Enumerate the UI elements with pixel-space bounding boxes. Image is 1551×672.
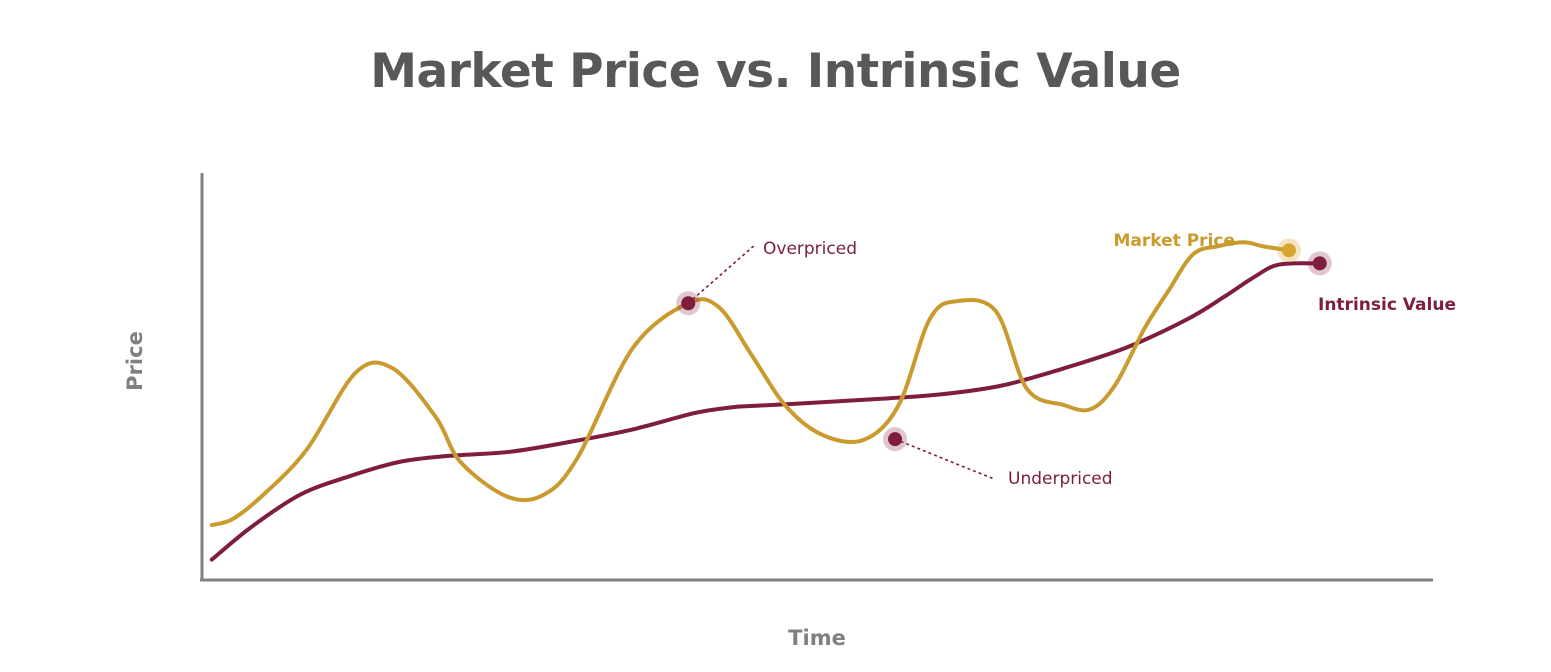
axes <box>200 173 1433 582</box>
series-layer <box>209 240 1322 562</box>
overpriced-leader-line <box>687 243 757 304</box>
overpriced-label: Overpriced <box>763 239 857 259</box>
market-price-end-marker <box>1276 238 1301 263</box>
overpriced-marker <box>676 291 701 316</box>
market-price-series-label: Market Price <box>1114 231 1235 251</box>
underpriced-label: Underpriced <box>1008 469 1113 489</box>
underpriced-marker-dot <box>888 432 903 447</box>
intrinsic-value-end-marker <box>1307 251 1332 276</box>
y-axis-label: Price <box>123 331 147 391</box>
x-axis-label: Time <box>788 626 846 650</box>
market-series-line <box>209 240 1291 528</box>
intrinsic-series-line <box>209 261 1322 562</box>
intrinsic-value-end-marker-dot <box>1312 256 1327 271</box>
chart-title: Market Price vs. Intrinsic Value <box>370 44 1181 99</box>
annotation-layer <box>687 243 995 480</box>
intrinsic-value-series-label: Intrinsic Value <box>1318 295 1456 315</box>
overpriced-marker-dot <box>681 296 696 311</box>
underpriced-leader-line <box>894 438 995 480</box>
marker-layer <box>676 238 1332 452</box>
underpriced-marker <box>883 427 908 452</box>
market-price-end-marker-dot <box>1281 243 1296 258</box>
